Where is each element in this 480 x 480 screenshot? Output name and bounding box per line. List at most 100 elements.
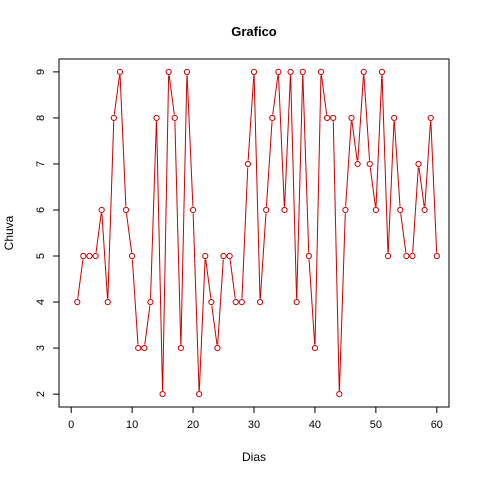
y-tick-label: 3 (35, 345, 47, 351)
series-line-segment (308, 259, 316, 345)
series-line-segment (363, 75, 371, 161)
series-line-segment (345, 121, 352, 207)
x-axis-label: Dias (242, 450, 266, 464)
data-point (74, 298, 81, 306)
series-line-segment (381, 75, 389, 253)
series-line-segment (205, 259, 212, 299)
plot-frame (58, 58, 450, 408)
x-tick-label: 40 (309, 419, 321, 431)
data-point (287, 68, 294, 75)
y-tick-label: 2 (35, 391, 47, 397)
data-point (153, 114, 160, 122)
data-point (165, 68, 172, 75)
x-tick-label: 10 (126, 419, 138, 431)
y-axis: 2 3 4 5 6 7 8 9 (35, 69, 59, 397)
series-line-segment (253, 75, 261, 299)
data-point (275, 68, 282, 75)
data-point (226, 252, 233, 260)
data-point (384, 252, 392, 260)
data-point (171, 114, 178, 122)
series-line-segment (162, 75, 170, 391)
data-point (305, 252, 312, 260)
data-point (366, 160, 373, 168)
data-point (342, 206, 349, 214)
data-point (220, 252, 227, 260)
series-line-segment (144, 305, 151, 345)
data-point (324, 114, 331, 122)
y-tick-label: 5 (35, 253, 47, 259)
data-point (196, 391, 203, 398)
series-line-segment (217, 259, 224, 345)
series-line-segment (290, 75, 298, 299)
series-line-segment (174, 121, 182, 345)
data-point (372, 206, 379, 214)
series-line-segment (150, 121, 157, 299)
series-line-segment (369, 167, 376, 207)
series-line-segment (272, 75, 279, 115)
series-line-segment (424, 121, 431, 207)
data-point (415, 160, 422, 168)
data-point (159, 391, 166, 398)
data-point (336, 391, 343, 398)
data-point (397, 206, 404, 214)
data-point (208, 298, 215, 306)
data-point (293, 298, 300, 306)
series-line-segment (156, 121, 164, 391)
series-line-segment (192, 213, 200, 391)
data-point (250, 68, 258, 75)
series-line-segment (412, 167, 419, 253)
series-line-segment (296, 75, 304, 299)
data-point (129, 252, 136, 260)
series-line-segment (418, 167, 425, 207)
data-point (202, 252, 209, 260)
data-point (330, 114, 337, 122)
series-line-segment (375, 75, 383, 207)
data-point (421, 206, 428, 214)
data-point (86, 252, 93, 260)
data-point (189, 206, 197, 214)
data-point (409, 252, 416, 260)
data-point (311, 344, 319, 352)
data-point (433, 252, 440, 260)
series-line-segment (95, 213, 102, 253)
series-line-segment (125, 213, 133, 253)
data-point (317, 68, 325, 75)
series-line-segment (119, 75, 127, 207)
series-line-segment (278, 75, 285, 207)
data-point (92, 252, 99, 260)
series-line-segment (241, 167, 249, 299)
data-point (122, 206, 130, 214)
data-point (214, 344, 221, 352)
data-point (183, 68, 191, 75)
series-line-segment (113, 75, 120, 115)
data-point (263, 206, 270, 214)
y-tick-label: 7 (35, 161, 47, 167)
data-point (360, 68, 367, 75)
series-line-segment (332, 121, 340, 391)
data-point (256, 298, 264, 306)
series-line-segment (77, 259, 84, 299)
data-point (135, 344, 142, 352)
series-line-segment (180, 75, 188, 345)
data-point (232, 298, 239, 306)
y-axis-label: Chuva (2, 215, 16, 250)
y-tick-label: 9 (35, 69, 47, 75)
data-point (98, 206, 105, 214)
series-line-segment (198, 259, 206, 391)
data-point (244, 160, 252, 168)
x-tick-label: 50 (370, 419, 382, 431)
series-line-segment (302, 75, 310, 253)
data-point (116, 68, 124, 75)
series-line-segment (314, 75, 322, 345)
data-point (177, 344, 184, 352)
data-point (238, 298, 245, 306)
data-point (403, 252, 410, 260)
series-line-segment (107, 121, 115, 299)
series-line-segment (131, 259, 139, 345)
series-line-segment (168, 75, 175, 115)
series-line-segment (186, 75, 194, 207)
data-point (391, 114, 398, 122)
data-point (80, 252, 87, 260)
series-line-segment (101, 213, 109, 299)
